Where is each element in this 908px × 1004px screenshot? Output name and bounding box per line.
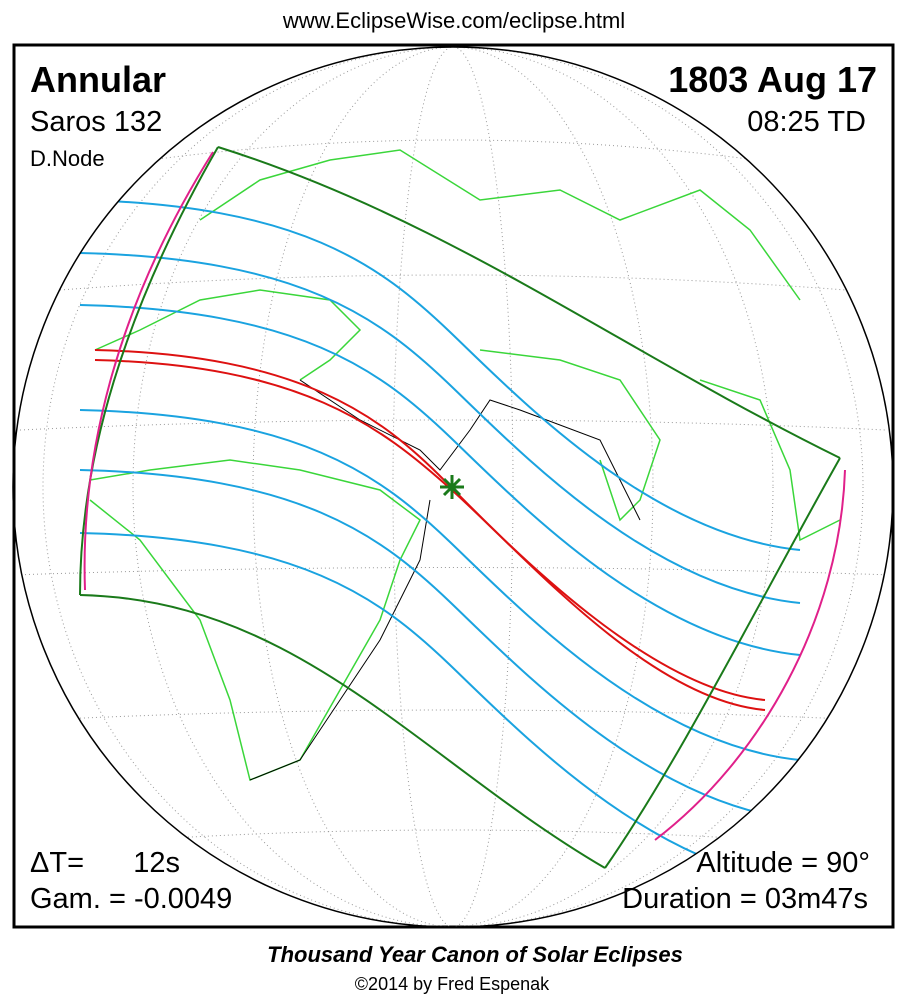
canon-title: Thousand Year Canon of Solar Eclipses: [267, 942, 683, 967]
date: 1803 Aug 17: [668, 59, 877, 100]
eclipse-type: Annular: [30, 59, 166, 100]
node: D.Node: [30, 146, 105, 171]
time: 08:25 TD: [747, 106, 866, 138]
land-borders: [89, 149, 841, 782]
url: www.EclipseWise.com/eclipse.html: [282, 8, 625, 33]
copyright: ©2014 by Fred Espenak: [355, 974, 550, 994]
delta-t-label: ΔT=: [30, 847, 84, 879]
coastlines: [249, 379, 641, 781]
duration: Duration = 03m47s: [622, 883, 868, 915]
saros: Saros 132: [30, 106, 162, 138]
globe-limb: [12, 46, 894, 928]
greatest-eclipse: [440, 475, 464, 499]
altitude: Altitude = 90°: [696, 847, 870, 879]
shadow-paths: [79, 146, 846, 884]
graticule: [13, 47, 893, 927]
gamma: Gam. = -0.0049: [30, 883, 232, 915]
delta-t: 12s: [133, 847, 180, 879]
